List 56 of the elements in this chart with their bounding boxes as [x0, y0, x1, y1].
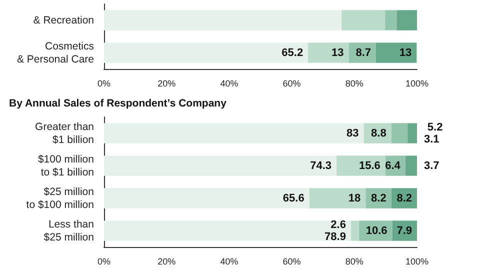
bar: [104, 188, 310, 208]
bar: [104, 123, 364, 144]
x-tick-label: 0%: [97, 78, 111, 88]
bar: [309, 188, 366, 208]
bar: [104, 42, 308, 63]
data-label: 78.9: [324, 230, 346, 243]
bar: [342, 10, 386, 30]
bar: [104, 220, 351, 241]
bar: [385, 10, 397, 30]
bar: [405, 156, 417, 176]
x-tick-label: 60%: [282, 256, 301, 266]
y-tick-label: $100 million to $1 billion: [38, 153, 94, 178]
data-label: 18: [348, 192, 361, 204]
data-label: 6.4: [385, 160, 402, 172]
data-label: 3.7: [424, 160, 440, 172]
bar: [104, 156, 337, 176]
x-tick-label: 20%: [158, 78, 176, 88]
data-label: 8.7: [356, 46, 371, 59]
data-label: 8.2: [396, 192, 412, 204]
data-label: 5.2: [427, 121, 443, 134]
y-tick-label: $25 million to $100 million: [26, 186, 94, 211]
bar: [391, 123, 408, 144]
data-label: 65.2: [282, 46, 304, 59]
bar: [104, 10, 342, 30]
data-label: 8.2: [371, 192, 386, 204]
bar: [350, 220, 360, 241]
x-tick-label: 0%: [97, 256, 111, 266]
data-label: 15.6: [358, 160, 380, 172]
bar: [308, 42, 349, 63]
x-tick-label: 20%: [158, 256, 176, 266]
data-label: 2.6: [330, 218, 346, 231]
x-tick-label: 80%: [345, 256, 364, 266]
x-tick-label: 40%: [220, 256, 238, 266]
bar: [336, 156, 386, 176]
y-tick-label: Less than $25 million: [44, 218, 94, 244]
data-label: 8.8: [371, 127, 386, 140]
y-tick-label: & Recreation: [33, 14, 94, 26]
data-label: 3.1: [424, 133, 440, 146]
y-tick-label: Greater than $1 billion: [35, 120, 94, 146]
bar: [376, 42, 417, 63]
data-label: 13: [332, 46, 344, 59]
y-tick-label: Cosmetics & Personal Care: [16, 40, 94, 66]
x-tick-label: 80%: [345, 78, 364, 88]
bar: [408, 123, 417, 144]
data-label: 10.6: [366, 224, 388, 237]
data-label: 65.6: [282, 192, 304, 204]
chart-title: By Annual Sales of Respondent’s Company: [9, 98, 227, 110]
data-label: 7.9: [396, 224, 412, 237]
data-label: 13: [399, 46, 412, 59]
bar: [396, 10, 417, 30]
data-label: 83: [346, 127, 359, 140]
data-label: 74.3: [310, 160, 332, 172]
x-tick-label: 100%: [405, 78, 429, 88]
x-tick-label: 60%: [282, 78, 301, 88]
x-tick-label: 40%: [220, 78, 238, 88]
x-tick-label: 100%: [405, 256, 429, 266]
